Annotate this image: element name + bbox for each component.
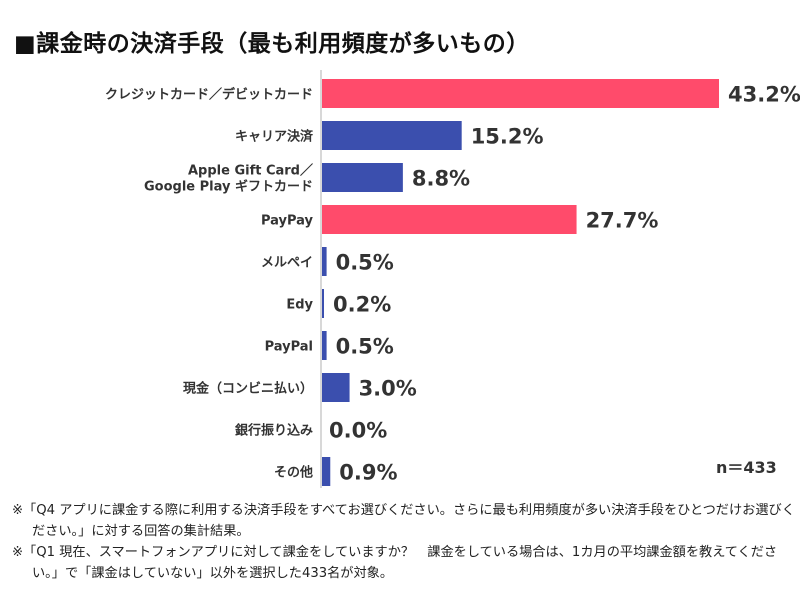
bar <box>322 163 403 192</box>
data-label: 0.0% <box>329 419 387 443</box>
category-label: 現金（コンビニ払い） <box>183 381 313 397</box>
data-label: 43.2% <box>728 83 800 107</box>
category-label: Apple Gift Card／ <box>188 163 313 179</box>
category-label: 銀行振り込み <box>235 423 313 439</box>
data-label: 0.5% <box>336 251 394 275</box>
chart-title: ■課金時の決済手段（最も利用頻度が多いもの） <box>14 31 530 57</box>
category-label: メルペイ <box>261 256 313 271</box>
bar <box>322 79 720 108</box>
category-label: Google Play ギフトカード <box>144 179 313 195</box>
data-label: 8.8% <box>412 167 470 191</box>
bar <box>322 457 331 486</box>
category-label: Edy <box>286 298 313 313</box>
category-label: クレジットカード／デビットカード <box>105 87 313 103</box>
category-label: PayPay <box>261 214 314 229</box>
bar <box>322 331 327 360</box>
bar <box>322 121 462 150</box>
bar <box>322 205 577 234</box>
footnotes: ※「Q4 アプリに課金する際に利用する決済手段をすべてお選びください。さらに最も… <box>12 500 797 584</box>
bar <box>322 247 327 276</box>
bar <box>322 373 350 402</box>
sample-size: n＝433 <box>716 458 777 477</box>
data-label: 0.9% <box>339 461 397 485</box>
category-label: キャリア決済 <box>235 129 314 145</box>
bar <box>322 289 324 318</box>
category-label: PayPal <box>265 340 313 355</box>
data-label: 27.7% <box>586 209 659 233</box>
data-label: 3.0% <box>359 377 417 401</box>
category-label: その他 <box>274 465 313 481</box>
footnote: ※「Q4 アプリに課金する際に利用する決済手段をすべてお選びください。さらに最も… <box>12 503 795 539</box>
footnote: ※「Q1 現在、スマートフォンアプリに対して課金をしていますか？ 課金をしている… <box>12 545 778 581</box>
data-label: 0.2% <box>333 293 391 317</box>
data-label: 0.5% <box>336 335 394 359</box>
bar-chart: 43.2% クレジットカード／デビットカード 15.2% キャリア決済 8.8% Appl… <box>105 70 800 488</box>
data-label: 15.2% <box>471 125 544 149</box>
